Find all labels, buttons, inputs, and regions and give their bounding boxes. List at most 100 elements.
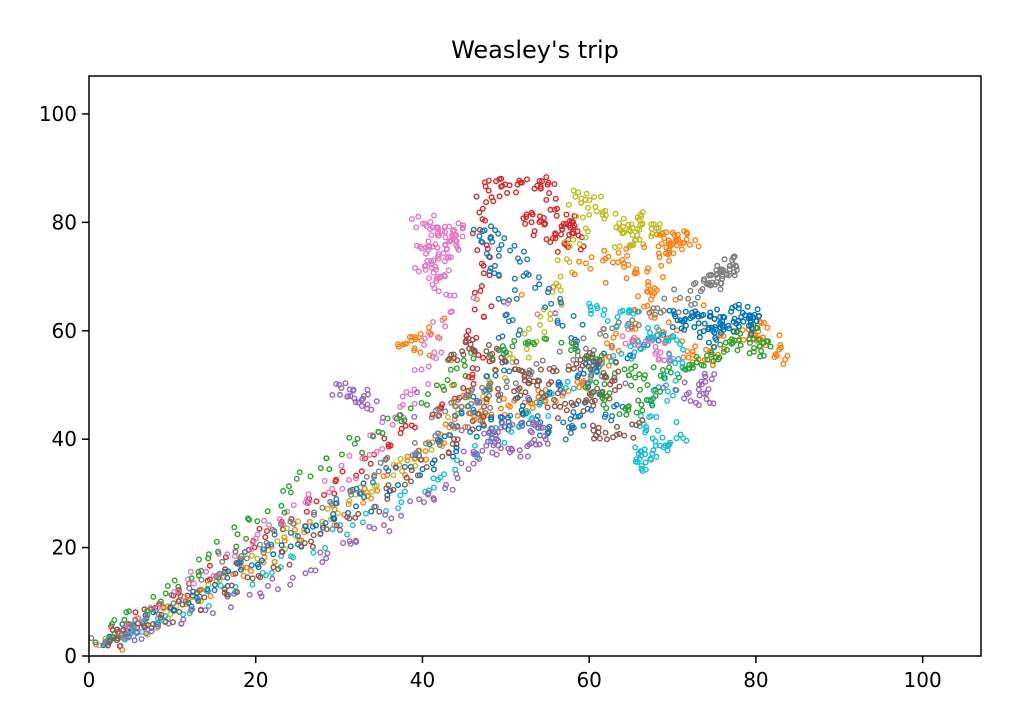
data-point xyxy=(224,551,231,558)
data-point xyxy=(387,487,394,494)
data-point xyxy=(366,451,373,458)
data-point xyxy=(517,453,524,460)
data-point xyxy=(673,236,680,243)
data-point xyxy=(620,215,627,222)
data-point xyxy=(479,239,486,246)
data-point xyxy=(539,357,546,364)
data-point xyxy=(401,417,408,424)
data-point xyxy=(470,448,477,455)
data-point xyxy=(760,339,767,346)
data-point xyxy=(451,381,458,388)
y-tick-label: 60 xyxy=(52,319,77,343)
data-point xyxy=(495,230,502,237)
data-point xyxy=(397,492,404,499)
data-point xyxy=(337,527,344,534)
data-point xyxy=(322,520,329,527)
data-point xyxy=(501,357,508,364)
data-point xyxy=(572,413,579,420)
data-point xyxy=(686,241,693,248)
data-point xyxy=(667,369,674,376)
data-point xyxy=(401,463,408,470)
data-point xyxy=(618,350,625,357)
data-point xyxy=(201,594,208,601)
data-point xyxy=(255,572,262,579)
data-point xyxy=(663,337,670,344)
data-point xyxy=(701,320,708,327)
data-point xyxy=(771,354,778,361)
data-point xyxy=(652,343,659,350)
data-point xyxy=(389,421,396,428)
data-point xyxy=(523,346,530,353)
data-point xyxy=(587,378,594,385)
data-point xyxy=(442,234,449,241)
data-point xyxy=(428,258,435,265)
data-point xyxy=(593,379,600,386)
data-point xyxy=(575,397,582,404)
data-point xyxy=(359,449,366,456)
data-point xyxy=(480,421,487,428)
data-point xyxy=(513,295,520,302)
data-point xyxy=(630,242,637,249)
data-point xyxy=(448,399,455,406)
data-point xyxy=(441,471,448,478)
data-point xyxy=(486,382,493,389)
data-point xyxy=(353,472,360,479)
data-point xyxy=(644,268,651,275)
data-point xyxy=(631,270,638,277)
data-point xyxy=(447,254,454,261)
data-point xyxy=(570,356,577,363)
data-point xyxy=(486,268,493,275)
data-point xyxy=(682,308,689,315)
data-point xyxy=(281,534,288,541)
data-point xyxy=(521,373,528,380)
data-point xyxy=(418,456,425,463)
data-point xyxy=(430,269,437,276)
data-point xyxy=(470,381,477,388)
data-point xyxy=(435,288,442,295)
data-point xyxy=(461,362,468,369)
data-point xyxy=(573,360,580,367)
data-point xyxy=(476,209,483,216)
data-point xyxy=(371,525,378,532)
data-point xyxy=(474,410,481,417)
data-point xyxy=(190,580,197,587)
data-point xyxy=(195,572,202,579)
data-point xyxy=(438,349,445,356)
data-point xyxy=(654,427,661,434)
data-point xyxy=(645,325,652,332)
data-point xyxy=(489,238,496,245)
data-point xyxy=(459,225,466,232)
data-point xyxy=(249,539,256,546)
data-point xyxy=(111,617,118,624)
data-point xyxy=(248,562,255,569)
data-point xyxy=(488,416,495,423)
data-point xyxy=(446,223,453,230)
data-point xyxy=(475,352,482,359)
data-point xyxy=(708,376,715,383)
data-point xyxy=(292,532,299,539)
data-point xyxy=(243,555,250,562)
data-point xyxy=(568,339,575,346)
data-point xyxy=(481,403,488,410)
data-point xyxy=(383,465,390,472)
data-point xyxy=(436,442,443,449)
data-point xyxy=(339,468,346,475)
data-point xyxy=(746,335,753,342)
data-point xyxy=(692,280,699,287)
data-point xyxy=(455,396,462,403)
data-point xyxy=(516,327,523,334)
data-point xyxy=(211,581,218,588)
data-point xyxy=(625,406,632,413)
data-point xyxy=(648,413,655,420)
data-point xyxy=(258,593,265,600)
data-point xyxy=(408,467,415,474)
data-point xyxy=(672,313,679,320)
data-point xyxy=(262,534,269,541)
data-point xyxy=(700,302,707,309)
data-point xyxy=(177,592,184,599)
data-point xyxy=(469,371,476,378)
data-point xyxy=(777,341,784,348)
data-point xyxy=(772,351,779,358)
data-point xyxy=(610,259,617,266)
data-point xyxy=(311,509,318,516)
